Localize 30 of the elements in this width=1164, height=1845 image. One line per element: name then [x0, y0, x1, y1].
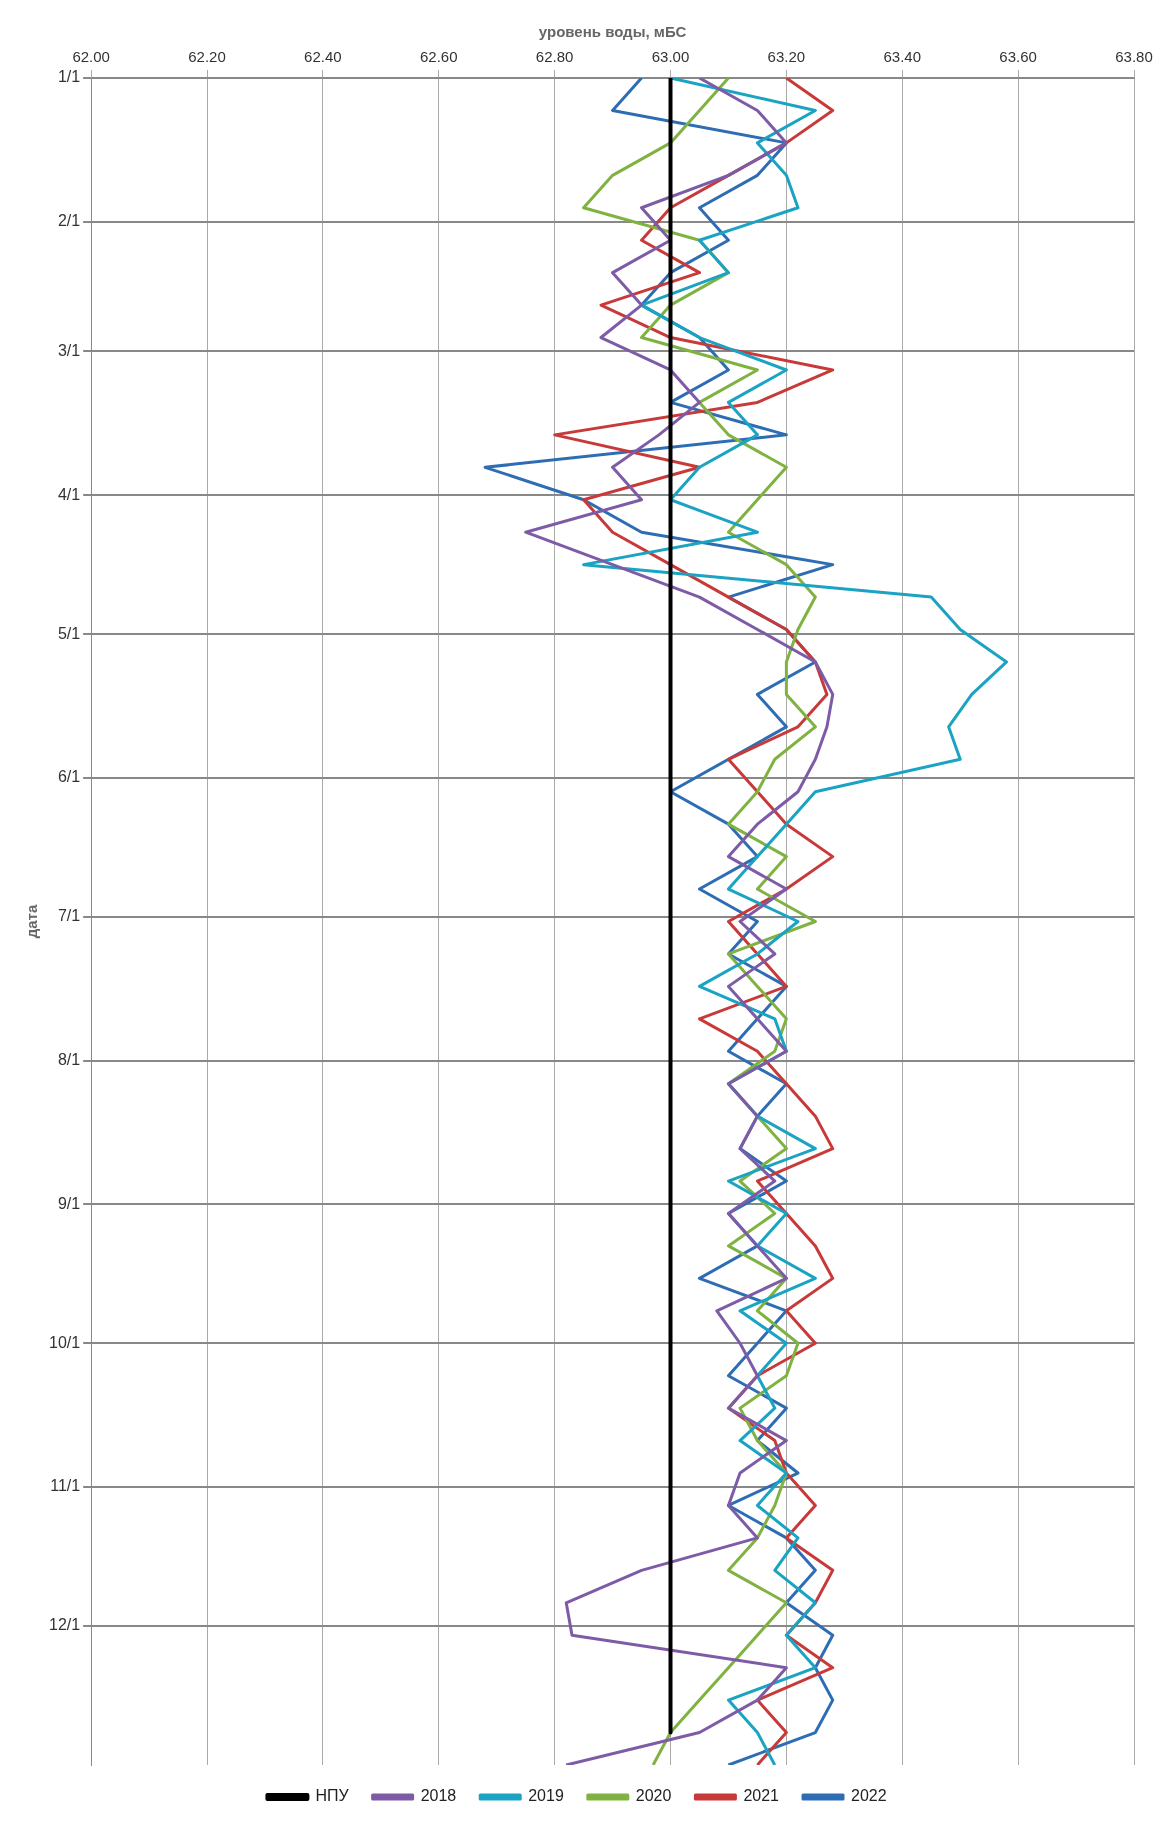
y-tick-label: 1/1: [57, 68, 81, 86]
y-tick-label: 2/1: [57, 212, 81, 230]
x-tick-label: 63.20: [767, 48, 806, 66]
legend-label: 2021: [743, 1787, 780, 1805]
y-tick-label: 11/1: [50, 1477, 81, 1495]
legend-label: 2020: [635, 1787, 672, 1805]
legend-label: 2022: [851, 1787, 887, 1805]
x-tick-label: 62.80: [535, 48, 574, 66]
x-tick-label: 62.60: [419, 48, 458, 66]
y-tick-label: 6/1: [57, 768, 81, 786]
y-tick-label: 4/1: [57, 485, 81, 503]
x-tick-label: 62.20: [188, 48, 226, 66]
y-tick-label: 3/1: [57, 341, 81, 359]
y-axis-title: дата: [23, 904, 41, 939]
x-axis-title: уровень воды, мБС: [538, 23, 687, 41]
x-tick-label: 62.00: [72, 48, 110, 66]
y-tick-label: 8/1: [57, 1050, 81, 1068]
legend-label: 2018: [420, 1787, 457, 1805]
y-tick-label: 5/1: [57, 624, 81, 642]
legend-label: НПУ: [315, 1787, 350, 1805]
x-tick-label: 63.80: [1115, 48, 1153, 66]
y-tick-label: 10/1: [49, 1333, 81, 1351]
x-tick-label: 63.60: [999, 48, 1037, 66]
x-tick-label: 62.40: [304, 48, 342, 66]
y-tick-label: 7/1: [57, 907, 81, 925]
x-tick-label: 63.00: [651, 48, 690, 66]
y-tick-label: 9/1: [57, 1194, 81, 1212]
legend-label: 2019: [528, 1787, 564, 1805]
x-tick-label: 63.40: [883, 48, 922, 66]
y-tick-label: 12/1: [49, 1616, 81, 1634]
